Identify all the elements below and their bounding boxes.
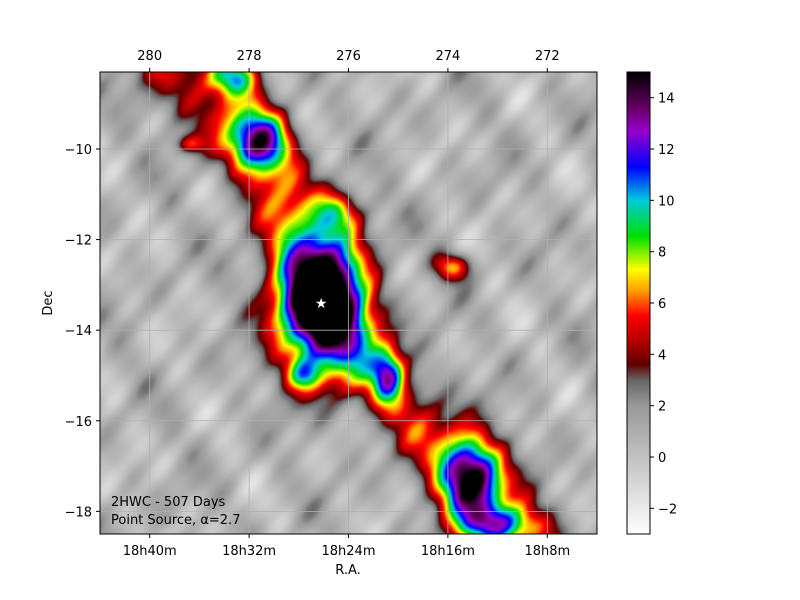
colorbar-tick-label: 6: [658, 297, 666, 312]
y-axis-label: Dec: [41, 290, 56, 315]
colorbar-tick-label: 4: [658, 348, 666, 363]
x-tick-label-bottom: 18h8m: [524, 544, 570, 559]
colorbar: −2 0 2 4 6 8 10 12 14: [626, 71, 677, 535]
x-tick-label-bottom: 18h24m: [322, 544, 376, 559]
colorbar-tick-label: 14: [658, 92, 675, 107]
x-tick-label-top: 274: [435, 49, 460, 64]
x-tick-label-top: 278: [237, 49, 262, 64]
y-tick-label: −18: [65, 505, 92, 520]
colorbar-tick-label: −2: [658, 502, 677, 517]
map-panel: ★ 18h40m 18h32m 18h24m 18h16m 18h8m 280 278 276…: [65, 49, 598, 559]
coordinate-grid: [100, 72, 597, 534]
annotation-line-1: 2HWC - 507 Days: [111, 495, 226, 510]
x-tick-label-top: 276: [336, 49, 361, 64]
axis-ticks: 18h40m 18h32m 18h24m 18h16m 18h8m 280 278 276 27…: [65, 49, 571, 559]
y-tick-label: −10: [65, 143, 92, 158]
x-tick-label-bottom: 18h32m: [222, 544, 276, 559]
colorbar-ticks: −2 0 2 4 6 8 10 12 14: [650, 92, 677, 517]
y-tick-label: −14: [65, 324, 92, 339]
colorbar-gradient: [627, 72, 650, 534]
x-tick-label-bottom: 18h40m: [123, 544, 177, 559]
colorbar-tick-label: 2: [658, 400, 666, 415]
x-tick-label-top: 272: [535, 49, 560, 64]
y-tick-label: −12: [65, 234, 92, 249]
x-tick-label-top: 280: [137, 49, 162, 64]
x-tick-label-bottom: 18h16m: [421, 544, 475, 559]
colorbar-tick-label: 8: [658, 246, 666, 261]
y-tick-label: −16: [65, 415, 92, 430]
source-star-marker: ★: [315, 296, 328, 312]
annotation-line-2: Point Source, α=2.7: [111, 513, 240, 528]
colorbar-tick-label: 10: [658, 194, 675, 209]
colorbar-tick-label: 0: [658, 451, 666, 466]
colorbar-tick-label: 12: [658, 143, 675, 158]
x-axis-label: R.A.: [335, 563, 361, 578]
